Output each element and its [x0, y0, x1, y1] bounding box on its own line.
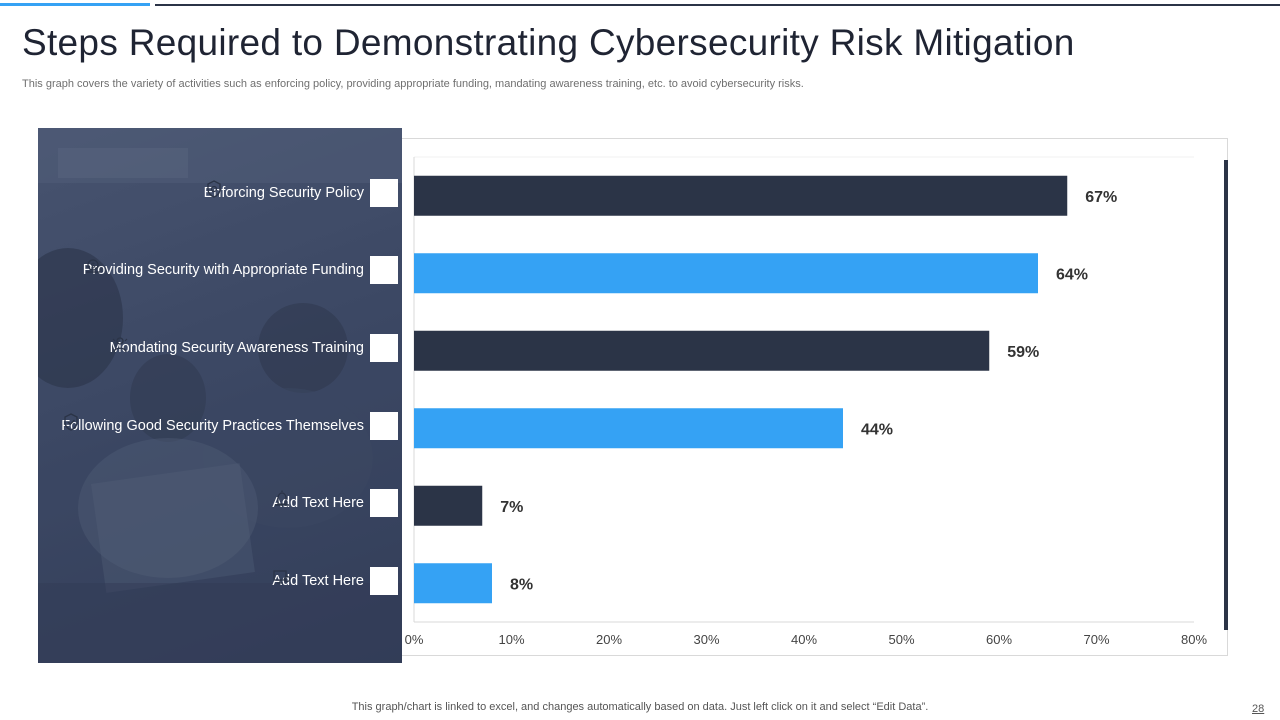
category-label: Following Good Security Practices Themse…	[61, 418, 364, 434]
header-rule	[155, 4, 1280, 6]
bar	[414, 175, 1068, 216]
x-tick-label: 50%	[888, 632, 914, 647]
category-row: Providing Security with Appropriate Fund…	[83, 256, 398, 284]
bar-value-label: 59%	[1007, 344, 1039, 361]
page-subtitle: This graph covers the variety of activit…	[22, 78, 804, 90]
page-number: 28	[1252, 703, 1265, 715]
x-tick-label: 40%	[791, 632, 817, 647]
category-label: Add Text Here	[272, 573, 364, 589]
bar	[414, 563, 492, 604]
chart-frame: 67% 64% 59% 44% 7% 8% 0% 10% 20% 30% 40% 50% 60% 70% 8…	[402, 138, 1228, 656]
dollar-hand-icon: $	[85, 256, 398, 284]
person-training-icon	[112, 334, 398, 362]
shield-lock-icon	[206, 179, 398, 207]
category-label: Add Text Here	[272, 495, 364, 511]
bar	[414, 485, 483, 526]
x-tick-label: 30%	[693, 632, 719, 647]
footer-note: This graph/chart is linked to excel, and…	[351, 701, 929, 713]
svg-text:$: $	[90, 261, 95, 270]
x-tick-label: 60%	[986, 632, 1012, 647]
x-tick-label: 10%	[498, 632, 524, 647]
category-row: Enforcing Security Policy	[204, 179, 398, 207]
shield-check-icon	[64, 412, 398, 440]
page-title: Steps Required to Demonstrating Cybersec…	[22, 22, 1075, 63]
category-label: Enforcing Security Policy	[203, 185, 364, 201]
photo-panel: Enforcing Security Policy Providing Secu…	[38, 128, 402, 663]
x-tick-label: 20%	[596, 632, 622, 647]
office-photo-background	[38, 128, 402, 663]
category-label: Providing Security with Appropriate Fund…	[82, 262, 364, 278]
bar	[414, 330, 990, 371]
bar	[414, 253, 1038, 294]
alarm-icon	[275, 489, 398, 517]
bar-value-label: 8%	[510, 576, 533, 593]
bar-value-label: 67%	[1085, 189, 1117, 206]
computer-gear-icon	[273, 567, 398, 595]
x-tick-label: 80%	[1181, 632, 1207, 647]
chart-right-accent	[1224, 160, 1228, 630]
category-row: Add Text Here	[272, 567, 398, 595]
bar-value-label: 7%	[500, 499, 523, 516]
category-row: Mondating Security Awareness Training	[110, 334, 398, 362]
category-row: Following Good Security Practices Themse…	[61, 412, 398, 440]
category-row: Add Text Here	[272, 489, 398, 517]
category-label: Mondating Security Awareness Training	[109, 340, 364, 356]
bar-value-label: 64%	[1056, 266, 1088, 283]
x-tick-label: 0%	[405, 632, 424, 647]
bar-value-label: 44%	[861, 421, 893, 438]
x-tick-label: 70%	[1083, 632, 1109, 647]
bar-chart: 67% 64% 59% 44% 7% 8% 0% 10% 20% 30% 40% 50% 60% 70% 8…	[405, 156, 1207, 647]
bar	[414, 408, 843, 449]
header-accent-line	[0, 3, 150, 6]
